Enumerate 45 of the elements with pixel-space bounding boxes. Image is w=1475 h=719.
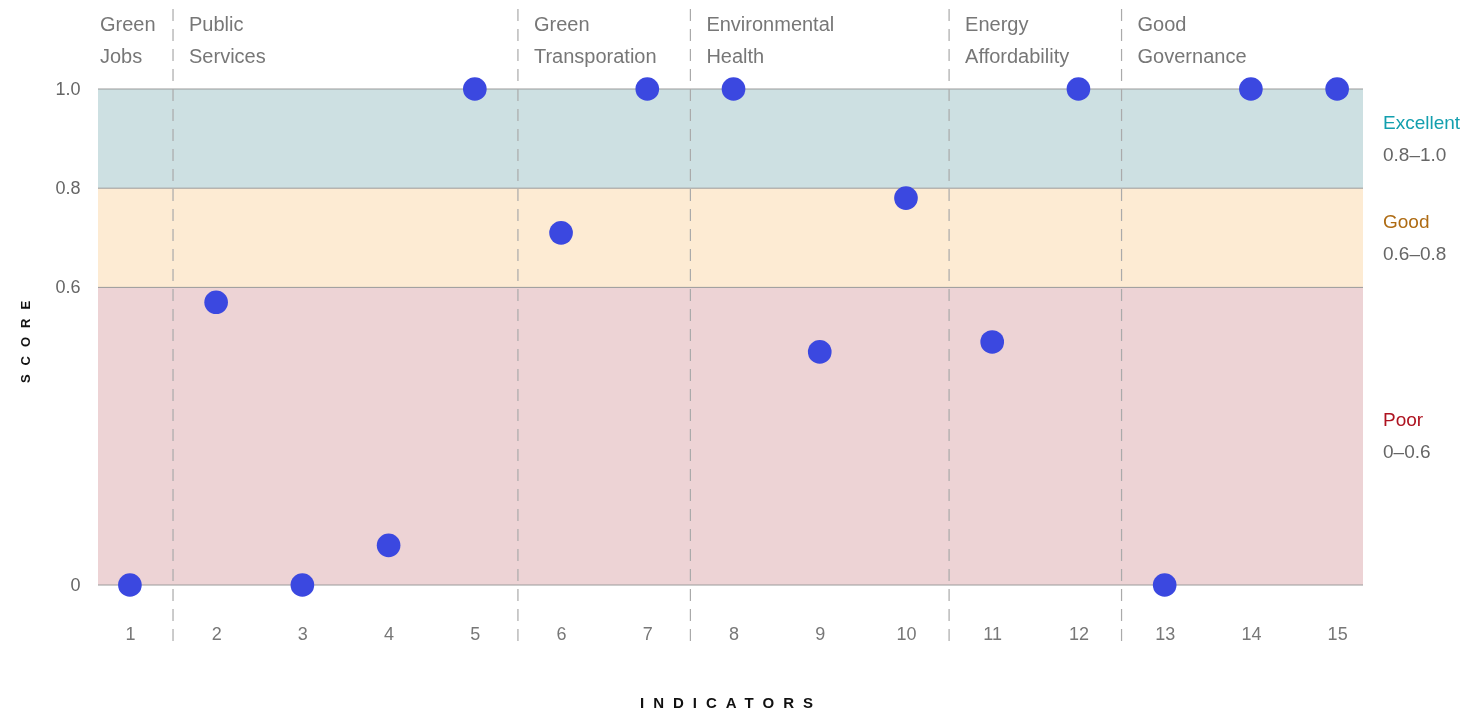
ref-line-label: Public Services — [189, 13, 266, 67]
point — [894, 186, 918, 210]
x-tick-label: 13 — [1155, 623, 1176, 644]
point — [118, 573, 142, 597]
ref-line-label: Good Governance — [1137, 13, 1247, 67]
point — [1239, 77, 1263, 101]
x-tick-label: 9 — [815, 623, 826, 644]
x-tick-label: 2 — [211, 623, 222, 644]
point — [1066, 77, 1091, 101]
y-tick-label: 0.6 — [55, 276, 81, 297]
ref-line-label: Energy Affordability — [965, 13, 1070, 67]
x-tick-label: 10 — [896, 623, 917, 644]
band-label: Poor 0–0.6 — [1383, 409, 1431, 463]
x-tick-label: 3 — [297, 623, 308, 644]
point — [549, 221, 573, 245]
band-label: Excellent 0.8–1.0 — [1383, 111, 1461, 165]
band-label: Good 0.6–0.8 — [1383, 210, 1447, 264]
y-tick-label: 1.0 — [55, 78, 81, 99]
point — [376, 533, 401, 558]
point — [1325, 77, 1349, 101]
ref-line-label: Environmental Health — [706, 13, 835, 67]
x-tick-label: 11 — [983, 623, 1003, 644]
point — [1152, 573, 1177, 597]
y-axis-title: SCORE — [18, 291, 34, 384]
x-tick-label: 7 — [642, 623, 653, 644]
x-tick-label: 5 — [470, 623, 481, 644]
text: Green Jobs — [100, 13, 156, 67]
point — [462, 77, 487, 101]
point — [290, 573, 315, 597]
x-tick-label: 8 — [729, 623, 740, 644]
x-tick-label: 4 — [384, 623, 395, 644]
x-tick-label: 12 — [1068, 623, 1089, 644]
x-tick-label: 1 — [125, 623, 136, 644]
x-tick-label: 6 — [556, 623, 567, 644]
ref-line-label: Green Transporation — [533, 13, 657, 67]
x-axis-title: INDICATORS — [640, 693, 822, 711]
point — [807, 340, 832, 364]
y-tick-label: 0.8 — [55, 177, 81, 198]
x-tick-label: 15 — [1327, 623, 1348, 644]
y-tick-label: 0 — [70, 574, 81, 595]
point — [204, 290, 228, 315]
x-tick-label: 14 — [1241, 623, 1262, 644]
point — [721, 77, 746, 101]
point — [980, 330, 1005, 354]
point — [635, 77, 660, 101]
